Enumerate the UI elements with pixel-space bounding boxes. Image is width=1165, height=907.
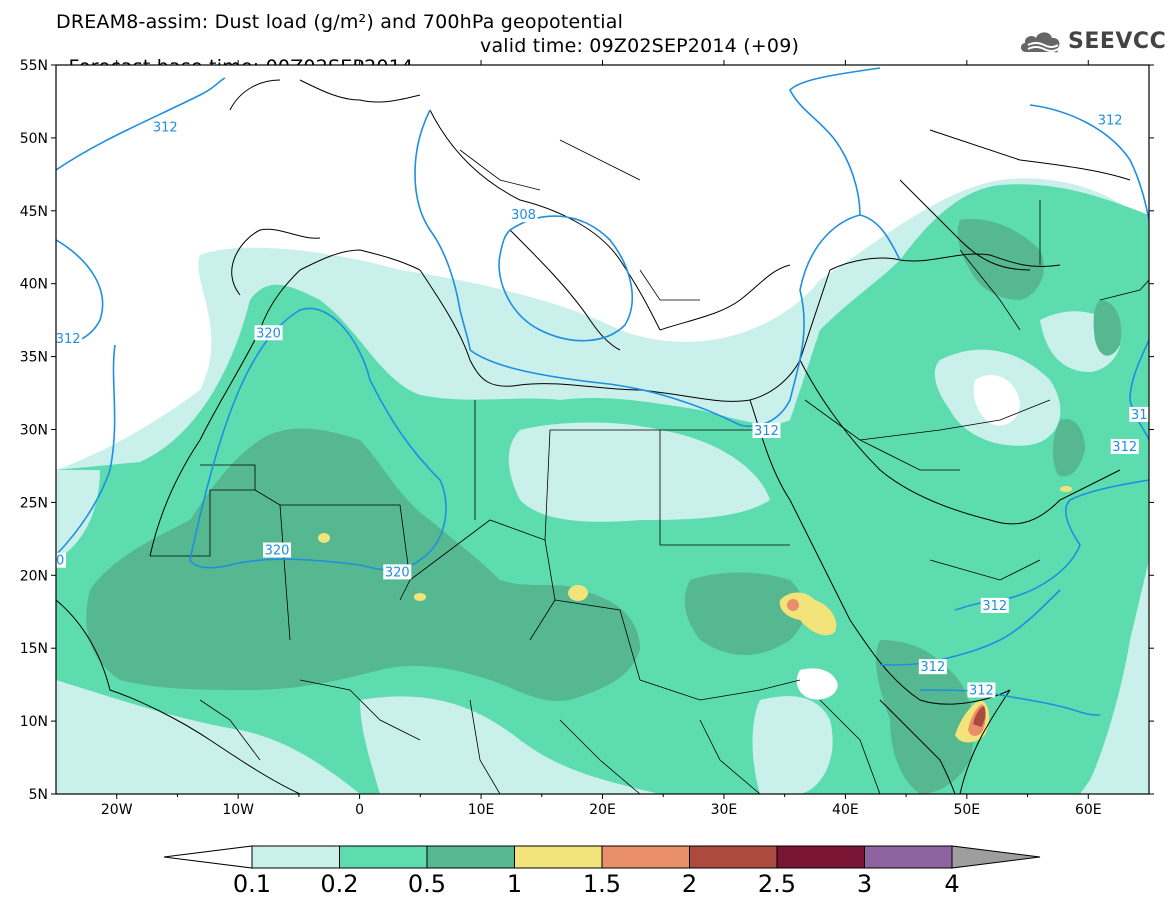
contour-label: 20	[48, 554, 65, 569]
lon-tick-label: 60E	[1075, 802, 1102, 818]
map-title: DREAM8-assim: Dust load (g/m²) and 700hP…	[56, 11, 624, 33]
contour-label: 308	[511, 208, 536, 223]
contour-label-bg	[1096, 112, 1125, 128]
latitude-axis: 55N 50N 45N 40N 35N 30N 25N 20N 15N 10N 5N	[20, 58, 1154, 803]
colorbar: 0.1 0.2 0.5 1 1.5 2 2.5 3 4	[163, 845, 1041, 898]
lon-tick-label: 40E	[832, 802, 859, 818]
geopotential-contours	[56, 67, 1149, 716]
contour-312-somalia	[919, 689, 1101, 716]
contour-label-bg	[263, 542, 292, 558]
contour-label: 320	[256, 326, 281, 341]
colorbar-label: 4	[944, 870, 959, 898]
contour-label: 312	[56, 332, 81, 347]
lat-tick-label: 50N	[20, 131, 48, 147]
contour-label-bg	[1129, 406, 1149, 422]
colorbar-segment	[426, 845, 515, 869]
lat-tick-label: 5N	[29, 787, 48, 803]
contour-308	[498, 215, 633, 342]
lat-tick-label: 10N	[20, 714, 48, 730]
lat-tick-label: 45N	[20, 204, 48, 220]
colorbar-segment	[514, 845, 603, 869]
dust-layer-2	[973, 706, 986, 727]
lon-tick-label: 20W	[101, 802, 133, 818]
colorbar-segment	[251, 845, 340, 869]
logo-text: SEEVCCC	[1068, 29, 1165, 54]
map-plot-area: 312 312 320 308 312 320 320 20 312 312 312 312 312 31	[48, 65, 1149, 794]
contour-label: 31	[1131, 408, 1148, 423]
lon-tick-label: 10W	[222, 802, 254, 818]
colorbar-upper-triangle	[951, 845, 1041, 869]
contour-label-bg	[254, 325, 283, 341]
lat-tick-label: 25N	[20, 495, 48, 511]
contour-label-bg	[918, 659, 947, 675]
lat-tick-label: 35N	[20, 350, 48, 366]
lat-tick-label: 15N	[20, 641, 48, 657]
colorbar-label: 2.5	[758, 870, 796, 898]
contour-312-europe	[414, 109, 471, 351]
lon-tick-label: 50E	[953, 802, 980, 818]
colorbar-lower-triangle	[163, 845, 253, 869]
seevccc-logo: SEEVCCC	[1018, 26, 1165, 56]
contour-labels: 312 312 320 308 312 320 320 20 312 312 312 312 312 31	[48, 112, 1149, 698]
contour-label: 312	[153, 121, 178, 136]
contour-label: 312	[1112, 440, 1137, 455]
colorbar-segment	[689, 845, 778, 869]
contour-label-bg	[151, 119, 180, 135]
dust-holes-white	[796, 375, 1020, 700]
contour-312-east	[789, 67, 881, 216]
colorbar-label: 3	[857, 870, 872, 898]
colorbar-segment	[339, 845, 428, 869]
contour-label-bg	[752, 422, 781, 438]
colorbar-label: 1.5	[583, 870, 621, 898]
longitude-axis: 20W 10W 0 10E 20E 30E 40E 50E 60E	[101, 60, 1102, 818]
contour-312-ne	[1029, 104, 1149, 221]
lat-tick-label: 30N	[20, 423, 48, 439]
contour-312-north	[56, 77, 226, 171]
colorbar-segment	[864, 845, 953, 869]
contour-label-bg	[56, 552, 66, 568]
dust-layer-0.5	[86, 219, 1122, 794]
colorbar-label: 0.2	[320, 870, 358, 898]
contour-label: 312	[920, 660, 945, 675]
contour-320-west	[56, 344, 116, 556]
contour-label-bg	[56, 331, 83, 347]
colorbar-segment	[601, 845, 690, 869]
contour-label-bg	[509, 207, 538, 223]
contour-label: 312	[754, 424, 779, 439]
valid-time: valid time: 09Z02SEP2014 (+09)	[480, 35, 800, 57]
colorbar-label: 0.1	[233, 870, 271, 898]
contour-312-central	[469, 214, 901, 427]
dust-holes	[56, 311, 1121, 794]
lon-tick-label: 0	[355, 802, 364, 818]
lat-tick-label: 55N	[20, 58, 48, 74]
cloud-icon	[1020, 32, 1060, 53]
colorbar-label: 2	[682, 870, 697, 898]
colorbar-segment	[776, 845, 865, 869]
contour-label: 320	[385, 565, 410, 580]
contour-31-east	[1129, 339, 1149, 441]
lat-tick-label: 20N	[20, 568, 48, 584]
lat-tick-label: 40N	[20, 277, 48, 293]
contour-label: 320	[265, 544, 290, 559]
country-borders	[150, 139, 1149, 794]
colorbar-label: 0.5	[408, 870, 446, 898]
lon-tick-label: 10E	[468, 802, 495, 818]
contour-312-horn	[879, 589, 1061, 666]
contour-label: 312	[969, 683, 994, 698]
lon-tick-label: 30E	[711, 802, 738, 818]
contour-label-bg	[980, 597, 1009, 613]
contour-label-bg	[1110, 438, 1139, 454]
lon-tick-label: 20E	[589, 802, 616, 818]
contour-label-bg	[967, 682, 996, 698]
contour-label: 312	[982, 599, 1007, 614]
contour-label: 312	[1098, 113, 1123, 128]
colorbar-label: 1	[507, 870, 522, 898]
contour-label-bg	[383, 564, 412, 580]
